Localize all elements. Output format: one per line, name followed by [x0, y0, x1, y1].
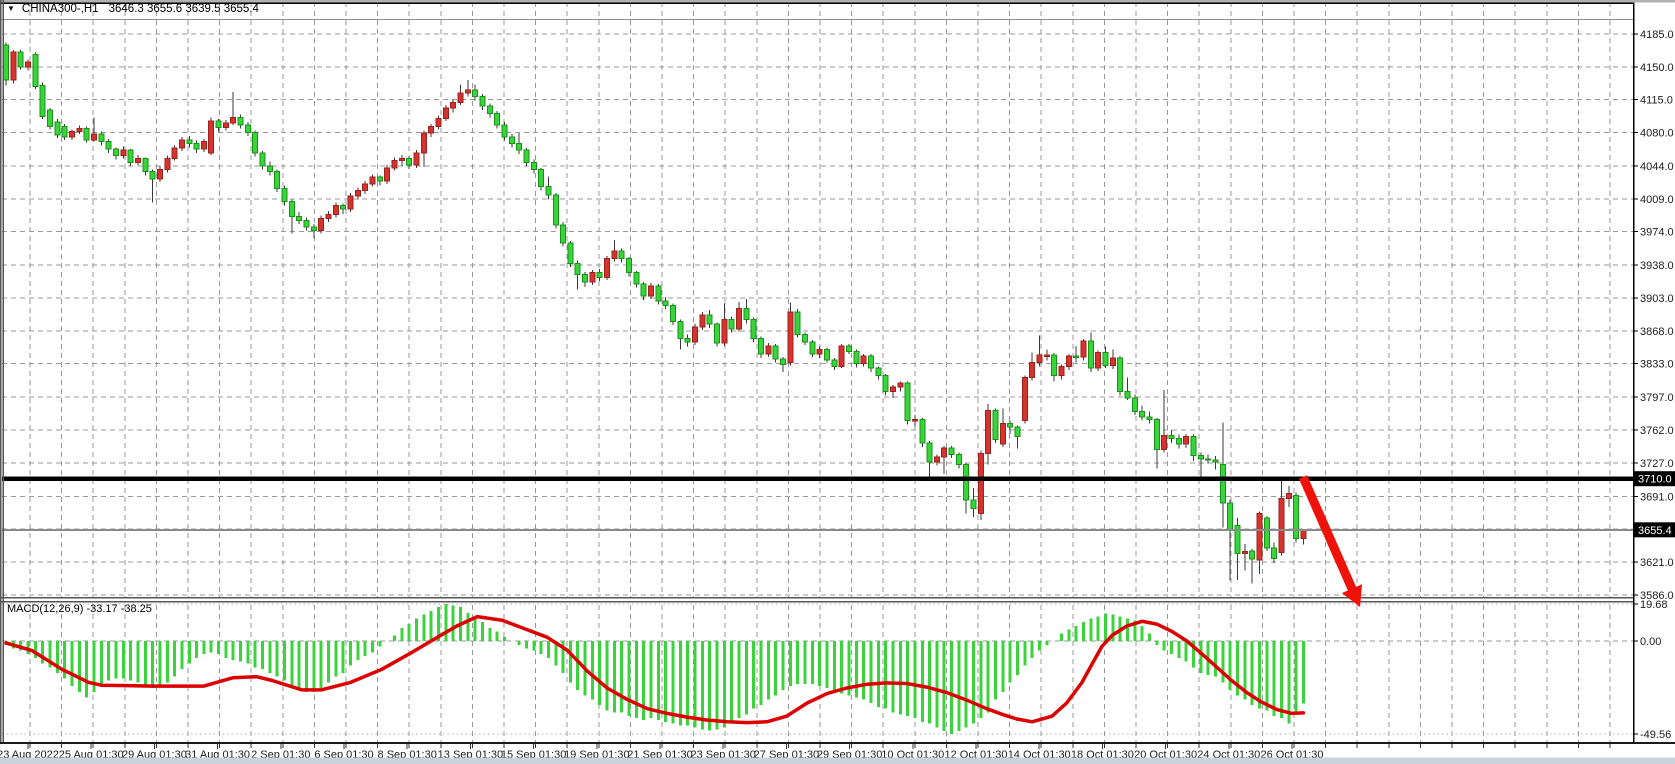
- pane-separator: [0, 597, 1675, 603]
- svg-text:3727.0: 3727.0: [1640, 458, 1674, 470]
- svg-text:3691.0: 3691.0: [1640, 491, 1674, 503]
- svg-text:19.68: 19.68: [1640, 599, 1668, 611]
- trend-arrow-annotation: [1298, 475, 1363, 607]
- svg-text:3586.0: 3586.0: [1640, 590, 1674, 602]
- price-axis[interactable]: [1633, 0, 1675, 742]
- ohlc-values: 3646.3 3655.6 3639.5 3655.4: [108, 3, 259, 15]
- svg-text:3903.0: 3903.0: [1640, 293, 1674, 305]
- svg-text:3868.0: 3868.0: [1640, 326, 1674, 338]
- svg-text:4115.0: 4115.0: [1640, 95, 1673, 107]
- candles: [3, 42, 1307, 584]
- svg-text:3938.0: 3938.0: [1640, 260, 1674, 272]
- window-frame: [0, 0, 1675, 742]
- svg-text:3621.0: 3621.0: [1640, 557, 1674, 569]
- macd-axis-labels: 19.68 0.00 -49.56: [1633, 599, 1671, 741]
- symbol-info-overlay: ▼ CHINA300-,H1 3646.3 3655.6 3639.5 3655.4: [7, 3, 259, 18]
- macd-indicator-label: MACD(12,26,9) -33.17 -38.25: [7, 603, 152, 615]
- svg-text:4080.0: 4080.0: [1640, 127, 1674, 139]
- svg-text:4009.0: 4009.0: [1640, 194, 1674, 206]
- svg-text:4150.0: 4150.0: [1640, 62, 1674, 74]
- svg-text:4044.0: 4044.0: [1640, 161, 1674, 173]
- macd-histogram: [4, 604, 1305, 735]
- price-tag-resistance: 3710.0: [1634, 471, 1675, 487]
- symbol-dropdown-icon: ▼: [7, 4, 15, 13]
- symbol-period-label: CHINA300-,H1: [21, 3, 99, 15]
- price-axis-labels: 4185.0 4150.0 4115.0 4080.0 4044.0 4009.0 3974…: [1632, 2, 1674, 742]
- svg-text:3974.0: 3974.0: [1640, 227, 1674, 239]
- svg-text:3655.4: 3655.4: [1638, 525, 1672, 537]
- macd-gridlines: [2, 603, 1633, 735]
- svg-text:3797.0: 3797.0: [1640, 392, 1674, 404]
- svg-text:4185.0: 4185.0: [1640, 29, 1674, 41]
- macd-signal-line: [4, 614, 1306, 725]
- price-tag-current: 3655.4: [1634, 522, 1675, 538]
- time-axis[interactable]: [0, 742, 1675, 764]
- vertical-gridlines: [29, 2, 1611, 742]
- svg-text:3762.0: 3762.0: [1640, 425, 1674, 437]
- svg-text:3710.0: 3710.0: [1638, 474, 1672, 486]
- svg-text:0.00: 0.00: [1640, 636, 1661, 648]
- svg-text:-49.56: -49.56: [1640, 729, 1671, 741]
- svg-text:3833.0: 3833.0: [1640, 359, 1674, 371]
